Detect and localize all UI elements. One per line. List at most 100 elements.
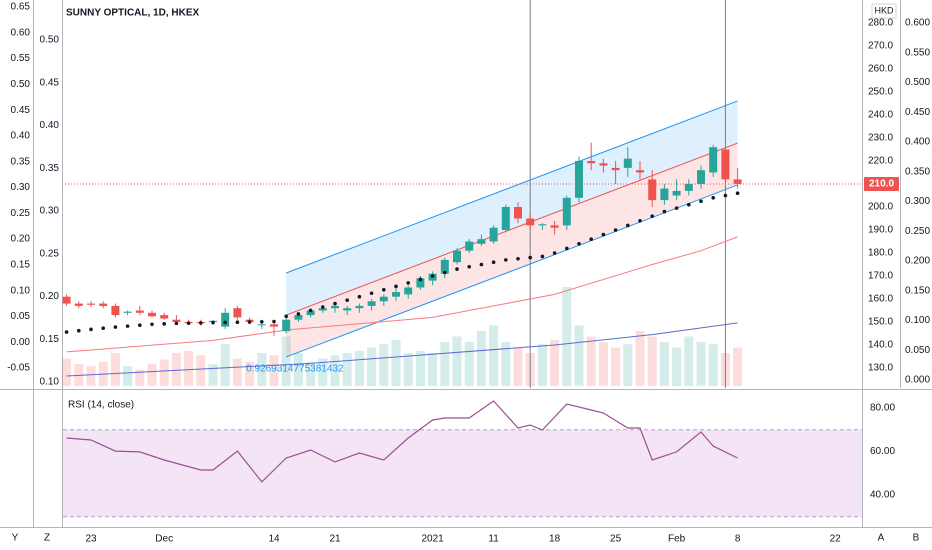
candle-body bbox=[355, 305, 364, 309]
indicator-dot bbox=[89, 327, 93, 332]
volume-bar bbox=[391, 339, 401, 386]
axis-tick-label: 200.0 bbox=[868, 202, 893, 213]
axis-tick-label: 0.050 bbox=[905, 345, 930, 356]
indicator-dot bbox=[418, 277, 423, 282]
axis-tick-label: 130.0 bbox=[868, 363, 893, 374]
indicator-dot bbox=[491, 260, 496, 264]
axis-tick-label: 0.05 bbox=[11, 311, 31, 322]
candle-body bbox=[660, 188, 669, 201]
axis-tick-label: 220.0 bbox=[868, 156, 893, 167]
volume-bar bbox=[379, 344, 389, 386]
volume-bar bbox=[672, 347, 682, 386]
candle-body bbox=[160, 315, 169, 319]
candle-body bbox=[550, 225, 559, 228]
candle-body bbox=[453, 250, 461, 263]
correlation-label: 0.9269314775381432 bbox=[246, 364, 344, 375]
candle-body bbox=[87, 303, 95, 305]
volume-bar bbox=[159, 359, 169, 386]
x-tick-label: Dec bbox=[155, 534, 173, 545]
candle-body bbox=[270, 324, 278, 327]
axis-tick-label: 280.0 bbox=[868, 18, 893, 29]
volume-bar bbox=[428, 353, 438, 386]
indicator-dot bbox=[284, 314, 289, 319]
indicator-dot bbox=[601, 232, 606, 237]
indicator-dot bbox=[565, 246, 569, 251]
candle-body bbox=[440, 259, 449, 274]
volume-bar bbox=[342, 353, 352, 386]
indicator-dot bbox=[321, 305, 325, 309]
candle-body bbox=[526, 218, 535, 226]
channel-upper-fill bbox=[286, 100, 738, 316]
candle-body bbox=[233, 308, 242, 318]
candle-body bbox=[379, 296, 388, 302]
candle-body bbox=[538, 224, 547, 226]
indicator-dot bbox=[711, 195, 715, 200]
rsi-tick-label: 60.00 bbox=[870, 446, 895, 457]
indicator-dot bbox=[113, 325, 118, 329]
axis-tick-label: 250.0 bbox=[868, 87, 893, 98]
toolbar-button[interactable]: Y bbox=[12, 533, 19, 544]
x-tick-label: 14 bbox=[268, 534, 280, 545]
indicator-dot bbox=[735, 191, 740, 195]
toolbar-button[interactable]: Z bbox=[44, 533, 50, 544]
candle-body bbox=[489, 227, 498, 242]
indicator-dot bbox=[540, 254, 545, 259]
toolbar-button[interactable]: B bbox=[913, 533, 920, 544]
candle-body bbox=[318, 308, 327, 311]
indicator-dot bbox=[626, 223, 630, 228]
indicator-dot bbox=[125, 324, 130, 328]
indicator-dot bbox=[504, 258, 508, 262]
axis-tick-label: 0.25 bbox=[11, 208, 31, 219]
volume-bar bbox=[86, 366, 96, 386]
toolbar-button[interactable]: A bbox=[878, 533, 885, 544]
volume-bar bbox=[440, 342, 450, 386]
x-tick-label: 18 bbox=[549, 534, 561, 545]
indicator-dot bbox=[186, 321, 191, 325]
indicator-dot bbox=[455, 267, 459, 271]
candle-body bbox=[733, 179, 742, 184]
axis-tick-label: 0.60 bbox=[11, 27, 31, 38]
candle-body bbox=[257, 324, 266, 326]
indicator-dot bbox=[382, 287, 386, 292]
axis-tick-label: 230.0 bbox=[868, 133, 893, 144]
volume-bar bbox=[123, 366, 133, 386]
indicator-dot bbox=[174, 321, 179, 326]
axis-tick-label: 0.55 bbox=[11, 53, 31, 64]
axis-tick-label: 270.0 bbox=[868, 41, 893, 52]
axis-tick-label: 0.450 bbox=[905, 107, 930, 118]
indicator-dot bbox=[296, 312, 301, 316]
candle-body bbox=[306, 310, 315, 316]
channel-line bbox=[286, 100, 738, 274]
axis-tick-label: 0.550 bbox=[905, 47, 930, 58]
indicator-dot bbox=[138, 323, 142, 328]
volume-bar bbox=[232, 358, 242, 386]
candle-body bbox=[99, 303, 108, 306]
x-tick-label: 22 bbox=[830, 534, 842, 545]
axis-tick-label: 0.45 bbox=[40, 77, 60, 88]
candle-body bbox=[367, 301, 376, 306]
indicator-dot bbox=[638, 218, 642, 223]
rsi-band bbox=[63, 429, 862, 517]
volume-bar bbox=[208, 364, 218, 386]
indicator-dot bbox=[308, 308, 313, 313]
axis-tick-label: 0.600 bbox=[905, 18, 930, 29]
volume-bar bbox=[647, 336, 657, 386]
volume-bar bbox=[574, 325, 584, 386]
indicator-dot bbox=[394, 284, 398, 289]
volume-bar bbox=[696, 342, 706, 386]
axis-tick-label: 0.65 bbox=[11, 2, 31, 13]
candle-body bbox=[172, 319, 181, 322]
indicator-dot bbox=[77, 328, 81, 333]
volume-bar bbox=[513, 347, 523, 386]
volume-bar bbox=[354, 350, 364, 386]
axis-tick-label: 170.0 bbox=[868, 271, 893, 282]
volume-bar bbox=[62, 358, 72, 386]
volume-bar bbox=[184, 350, 194, 386]
candle-body bbox=[392, 292, 400, 297]
axis-tick-label: 260.0 bbox=[868, 64, 893, 75]
axis-tick-label: 0.25 bbox=[40, 248, 60, 259]
indicator-dot bbox=[687, 202, 691, 207]
volume-bar bbox=[476, 331, 486, 386]
indicator-dot bbox=[64, 330, 69, 334]
